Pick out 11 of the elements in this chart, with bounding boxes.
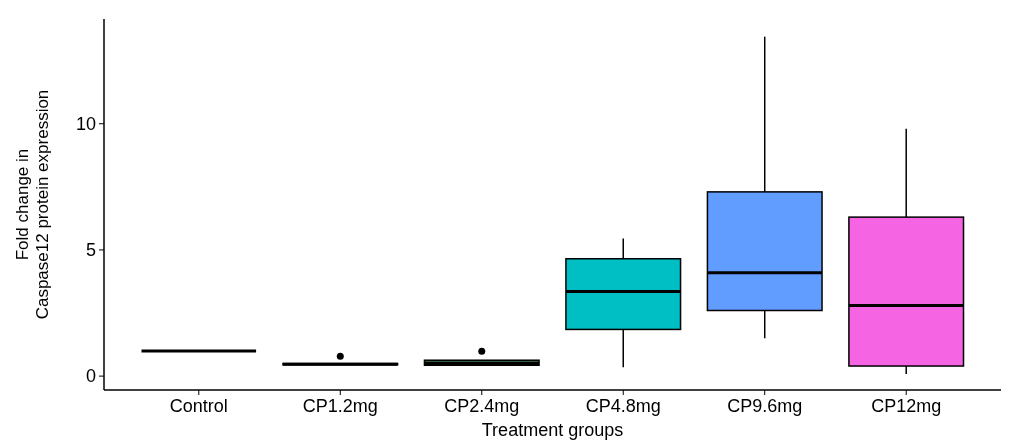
x-tick-label: CP12mg: [871, 396, 942, 416]
x-tick-label: Control: [169, 396, 228, 416]
x-tick-label: CP1.2mg: [302, 396, 378, 416]
x-axis-title: Treatment groups: [481, 420, 624, 440]
x-tick-label: CP9.6mg: [727, 396, 803, 416]
y-tick-label: 10: [75, 114, 96, 135]
y-axis-title: Fold change in Caspase12 protein expression: [13, 89, 52, 320]
x-tick-label: CP2.4mg: [444, 396, 520, 416]
y-tick-label: 0: [85, 366, 96, 387]
x-tick-label: CP4.8mg: [585, 396, 661, 416]
y-tick-label: 5: [85, 240, 96, 261]
